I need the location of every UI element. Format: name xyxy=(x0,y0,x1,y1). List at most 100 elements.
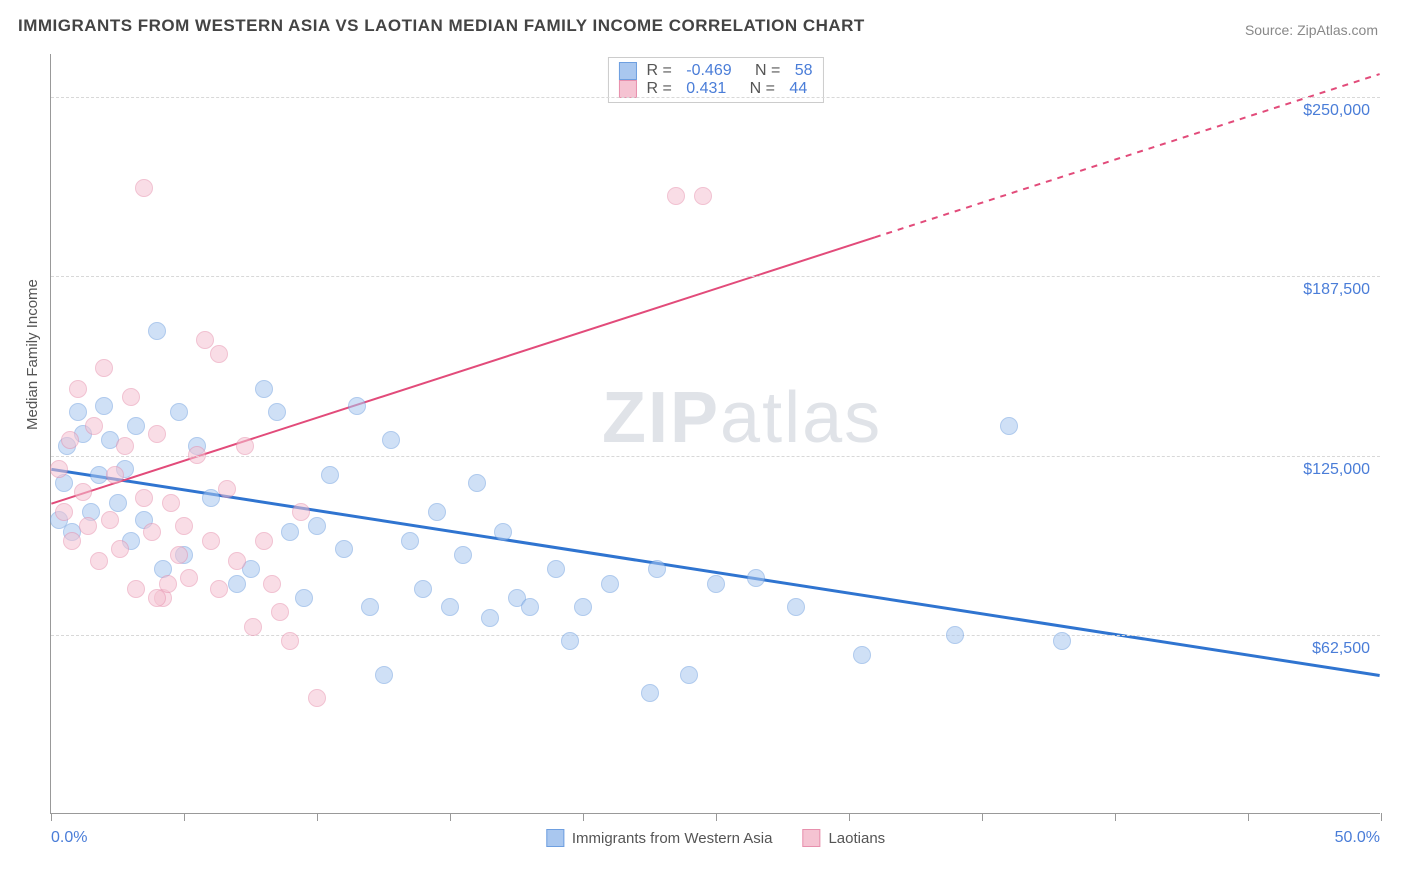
legend-label-1: Immigrants from Western Asia xyxy=(572,830,773,847)
point-series-1 xyxy=(1000,417,1018,435)
point-series-2 xyxy=(143,523,161,541)
watermark-bold: ZIP xyxy=(602,378,720,458)
swatch-series-2 xyxy=(618,80,636,98)
point-series-2 xyxy=(218,480,236,498)
point-series-2 xyxy=(308,689,326,707)
stat-n-val-1: 58 xyxy=(795,62,813,80)
legend-item-1: Immigrants from Western Asia xyxy=(546,829,773,847)
point-series-2 xyxy=(148,589,166,607)
x-tick xyxy=(317,813,318,821)
point-series-1 xyxy=(441,598,459,616)
gridline xyxy=(51,276,1380,277)
point-series-2 xyxy=(111,540,129,558)
point-series-2 xyxy=(236,437,254,455)
x-tick xyxy=(716,813,717,821)
point-series-1 xyxy=(127,417,145,435)
point-series-1 xyxy=(375,666,393,684)
point-series-2 xyxy=(281,632,299,650)
point-series-1 xyxy=(946,626,964,644)
point-series-1 xyxy=(95,397,113,415)
point-series-2 xyxy=(180,569,198,587)
watermark: ZIPatlas xyxy=(602,377,882,459)
point-series-2 xyxy=(55,503,73,521)
point-series-2 xyxy=(667,187,685,205)
point-series-2 xyxy=(135,489,153,507)
y-tick-label: $125,000 xyxy=(1303,461,1370,479)
legend-label-2: Laotians xyxy=(828,830,885,847)
stat-n-label: N = xyxy=(742,62,785,80)
y-tick-label: $250,000 xyxy=(1303,102,1370,120)
point-series-2 xyxy=(694,187,712,205)
x-tick xyxy=(1115,813,1116,821)
x-axis-max-label: 50.0% xyxy=(1335,829,1380,847)
x-tick xyxy=(982,813,983,821)
x-tick xyxy=(450,813,451,821)
point-series-1 xyxy=(281,523,299,541)
point-series-1 xyxy=(170,403,188,421)
point-series-1 xyxy=(268,403,286,421)
point-series-1 xyxy=(308,517,326,535)
point-series-2 xyxy=(210,580,228,598)
y-tick-label: $62,500 xyxy=(1312,640,1370,658)
point-series-1 xyxy=(228,575,246,593)
point-series-1 xyxy=(401,532,419,550)
point-series-1 xyxy=(481,609,499,627)
point-series-1 xyxy=(335,540,353,558)
point-series-2 xyxy=(122,388,140,406)
x-tick xyxy=(184,813,185,821)
source-link[interactable]: ZipAtlas.com xyxy=(1297,22,1378,38)
point-series-1 xyxy=(521,598,539,616)
point-series-2 xyxy=(228,552,246,570)
point-series-1 xyxy=(255,380,273,398)
point-series-1 xyxy=(574,598,592,616)
point-series-1 xyxy=(547,560,565,578)
y-tick-label: $187,500 xyxy=(1303,281,1370,299)
legend-item-2: Laotians xyxy=(802,829,885,847)
point-series-2 xyxy=(95,359,113,377)
point-series-2 xyxy=(263,575,281,593)
point-series-2 xyxy=(148,425,166,443)
point-series-1 xyxy=(382,431,400,449)
plot-area: ZIPatlas R = -0.469 N = 58 R = 0.431 N =… xyxy=(50,54,1380,814)
point-series-2 xyxy=(61,431,79,449)
point-series-2 xyxy=(188,446,206,464)
swatch-series-1 xyxy=(618,62,636,80)
legend-swatch-2 xyxy=(802,829,820,847)
point-series-1 xyxy=(747,569,765,587)
point-series-2 xyxy=(85,417,103,435)
point-series-2 xyxy=(90,552,108,570)
source-prefix: Source: xyxy=(1245,22,1297,38)
source-attribution: Source: ZipAtlas.com xyxy=(1245,22,1378,38)
stat-r-val-2: 0.431 xyxy=(686,80,726,98)
point-series-1 xyxy=(109,494,127,512)
point-series-1 xyxy=(787,598,805,616)
point-series-2 xyxy=(116,437,134,455)
point-series-2 xyxy=(210,345,228,363)
stat-n-val-2: 44 xyxy=(789,80,807,98)
legend-stats-row-2: R = 0.431 N = 44 xyxy=(618,80,812,98)
legend-stats-row-1: R = -0.469 N = 58 xyxy=(618,62,812,80)
x-tick xyxy=(51,813,52,821)
point-series-1 xyxy=(707,575,725,593)
point-series-1 xyxy=(148,322,166,340)
point-series-2 xyxy=(175,517,193,535)
gridline xyxy=(51,456,1380,457)
legend-bottom: Immigrants from Western Asia Laotians xyxy=(546,829,885,847)
point-series-1 xyxy=(601,575,619,593)
stat-r-label: R = xyxy=(646,80,676,98)
point-series-1 xyxy=(680,666,698,684)
trend-lines-layer xyxy=(51,54,1380,813)
stat-r-val-1: -0.469 xyxy=(686,62,731,80)
point-series-1 xyxy=(428,503,446,521)
point-series-2 xyxy=(79,517,97,535)
point-series-2 xyxy=(271,603,289,621)
point-series-1 xyxy=(648,560,666,578)
point-series-1 xyxy=(494,523,512,541)
point-series-2 xyxy=(101,511,119,529)
point-series-2 xyxy=(63,532,81,550)
point-series-1 xyxy=(295,589,313,607)
watermark-rest: atlas xyxy=(720,378,882,458)
point-series-1 xyxy=(1053,632,1071,650)
point-series-2 xyxy=(74,483,92,501)
stat-n-label: N = xyxy=(736,80,779,98)
